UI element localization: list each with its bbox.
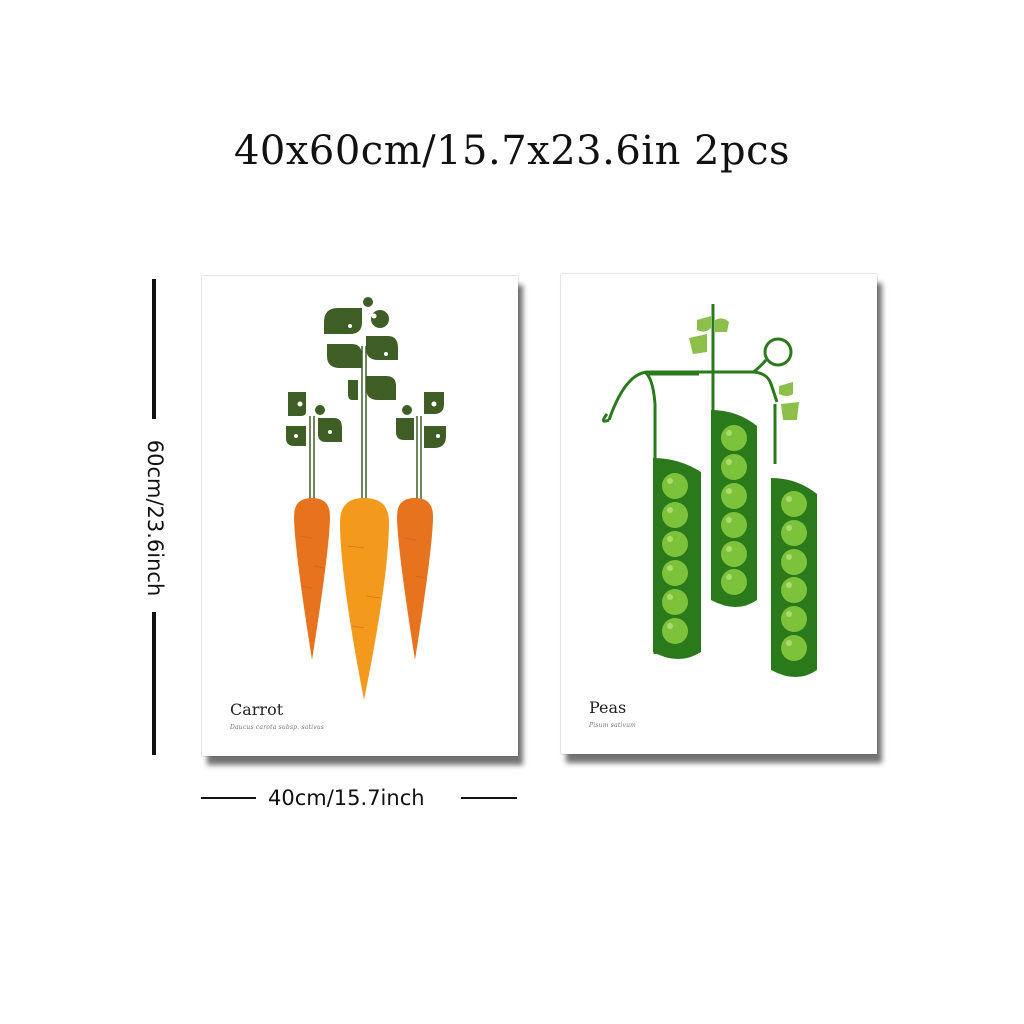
height-dimension-bar-top	[152, 279, 156, 419]
peas-poster-subtitle: Pisum sativum	[589, 722, 637, 729]
width-dimension-bar-right	[461, 797, 517, 799]
width-dimension-bar-left	[201, 797, 256, 799]
carrot-poster-title: Carrot	[230, 700, 284, 719]
peas-illustration	[602, 304, 817, 677]
peas-poster: Peas Pisum sativum	[561, 274, 877, 754]
carrot-poster-subtitle: Daucus carota subsp. sativus	[230, 724, 325, 731]
peas-poster-title: Peas	[589, 698, 627, 717]
carrot-right	[397, 498, 433, 660]
carrot-poster: Carrot Daucus carota subsp. sativus	[202, 276, 518, 756]
carrot-center	[340, 498, 389, 700]
carrot-left	[294, 498, 330, 660]
height-dimension-bar-bottom	[152, 612, 156, 755]
height-dimension-label: 60cm/23.6inch	[143, 439, 167, 597]
heading: 40x60cm/15.7x23.6in 2pcs	[233, 128, 791, 174]
carrot-illustration	[286, 297, 446, 700]
width-dimension-label: 40cm/15.7inch	[268, 786, 425, 810]
